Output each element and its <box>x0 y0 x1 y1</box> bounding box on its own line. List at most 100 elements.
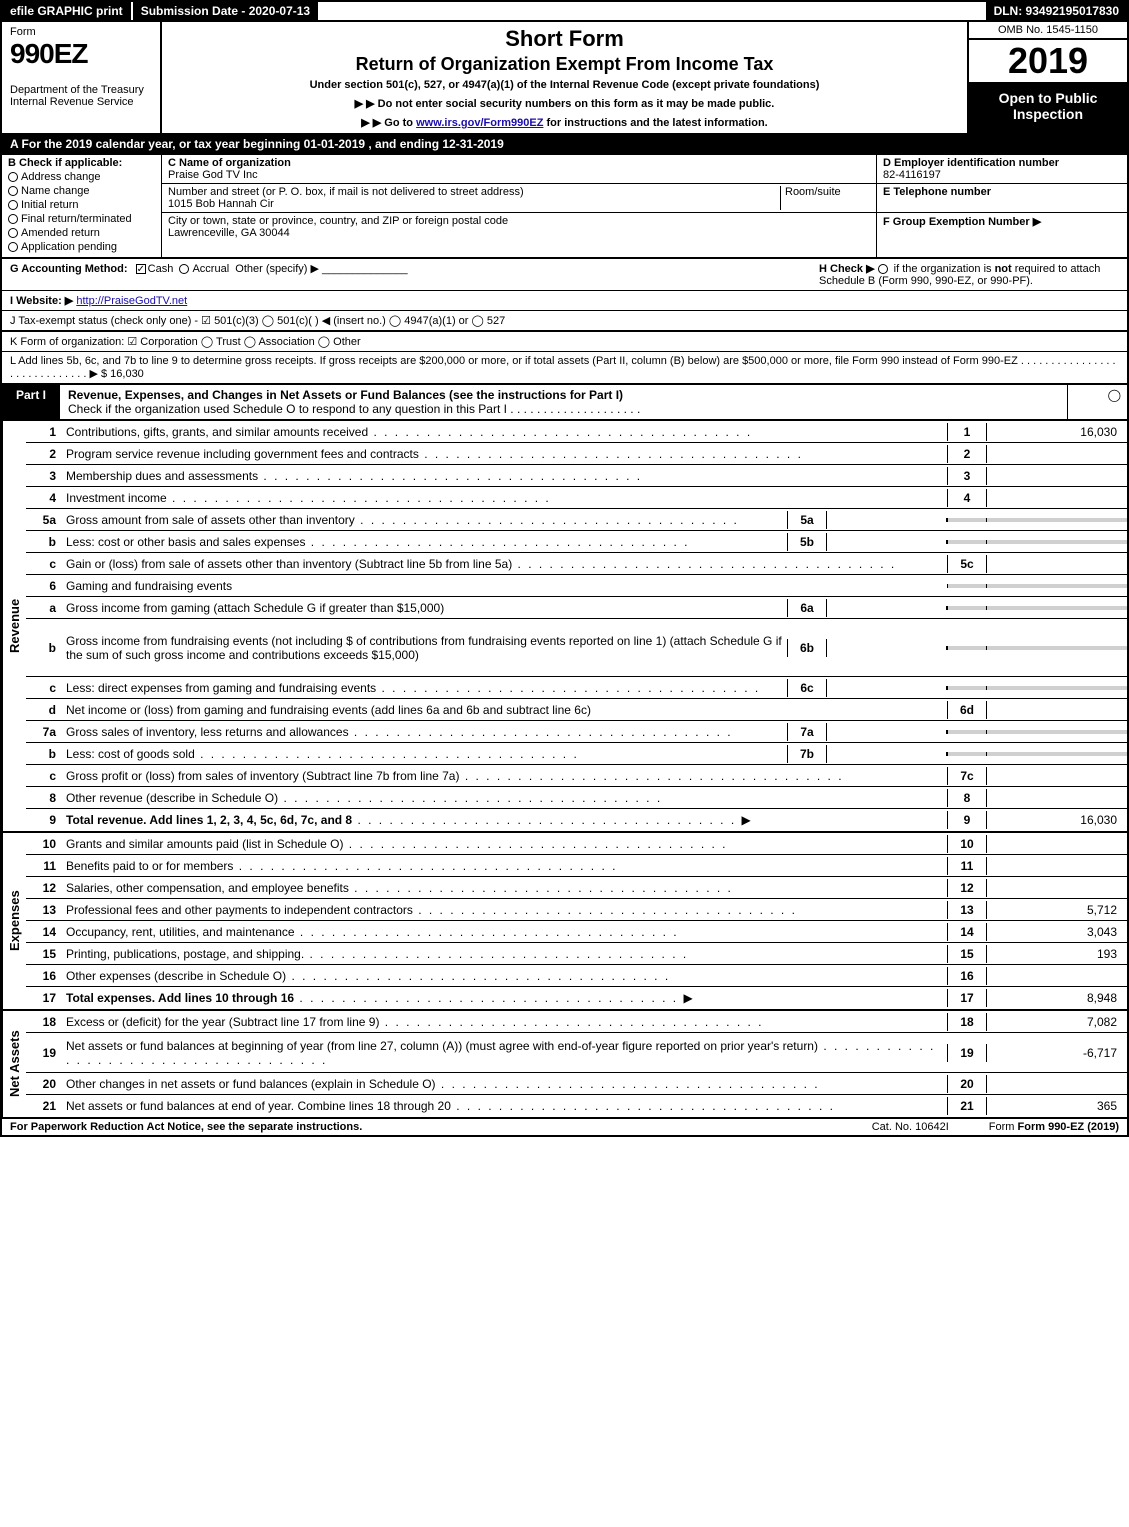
part-I-check-text: Check if the organization used Schedule … <box>68 402 640 416</box>
amt-13: 5,712 <box>987 901 1127 919</box>
header-center: Short Form Return of Organization Exempt… <box>162 22 967 133</box>
chk-address-change[interactable]: Address change <box>8 171 155 183</box>
section-KL: K Form of organization: ☑ Corporation ◯ … <box>0 332 1129 385</box>
efile-print[interactable]: efile GRAPHIC print <box>2 2 131 20</box>
chk-cash[interactable] <box>136 264 146 274</box>
line-5a: 5aGross amount from sale of assets other… <box>26 509 1127 531</box>
header-left: Form 990EZ Department of the Treasury In… <box>2 22 162 133</box>
B-label: B Check if applicable: <box>8 157 155 169</box>
line-7a: 7aGross sales of inventory, less returns… <box>26 721 1127 743</box>
line-6d: dNet income or (loss) from gaming and fu… <box>26 699 1127 721</box>
form-id-footer: Form Form 990-EZ (2019) <box>989 1121 1119 1133</box>
amt-18: 7,082 <box>987 1013 1127 1031</box>
revenue-section: Revenue 1Contributions, gifts, grants, a… <box>0 421 1129 833</box>
line-21: 21Net assets or fund balances at end of … <box>26 1095 1127 1117</box>
chk-final-return[interactable]: Final return/terminated <box>8 213 155 225</box>
form-title: Short Form <box>170 26 959 52</box>
line-6b: bGross income from fundraising events (n… <box>26 619 1127 677</box>
pra-notice: For Paperwork Reduction Act Notice, see … <box>10 1121 832 1133</box>
line-19: 19Net assets or fund balances at beginni… <box>26 1033 1127 1073</box>
chk-name-change[interactable]: Name change <box>8 185 155 197</box>
net-assets-label: Net Assets <box>2 1011 26 1117</box>
org-address: 1015 Bob Hannah Cir <box>168 198 780 210</box>
goto-instructions: ▶ Go to www.irs.gov/Form990EZ for instru… <box>170 116 959 129</box>
J-tax-exempt: J Tax-exempt status (check only one) - ☑… <box>10 314 505 327</box>
part-I-title: Revenue, Expenses, and Changes in Net As… <box>60 385 1067 419</box>
tax-year: 2019 <box>969 40 1127 84</box>
chk-application-pending[interactable]: Application pending <box>8 241 155 253</box>
line-11: 11Benefits paid to or for members11 <box>26 855 1127 877</box>
amt-9: 16,030 <box>987 811 1127 829</box>
line-6: 6Gaming and fundraising events <box>26 575 1127 597</box>
website-link[interactable]: http://PraiseGodTV.net <box>76 295 187 307</box>
C-name-label: C Name of organization <box>168 157 870 169</box>
cat-no: Cat. No. 10642I <box>872 1121 949 1133</box>
E-label: E Telephone number <box>883 186 1121 198</box>
ein: 82-4116197 <box>883 169 1121 181</box>
dept-treasury: Department of the Treasury <box>10 84 152 96</box>
under-section: Under section 501(c), 527, or 4947(a)(1)… <box>170 79 959 91</box>
section-B: B Check if applicable: Address change Na… <box>2 155 162 257</box>
line-20: 20Other changes in net assets or fund ba… <box>26 1073 1127 1095</box>
amt-1: 16,030 <box>987 423 1127 441</box>
line-2: 2Program service revenue including gover… <box>26 443 1127 465</box>
top-bar: efile GRAPHIC print Submission Date - 20… <box>0 0 1129 22</box>
expenses-label: Expenses <box>2 833 26 1009</box>
F-label: F Group Exemption Number ▶ <box>883 215 1121 228</box>
line-14: 14Occupancy, rent, utilities, and mainte… <box>26 921 1127 943</box>
line-1: 1Contributions, gifts, grants, and simil… <box>26 421 1127 443</box>
G-accounting: G Accounting Method: Cash Accrual Other … <box>10 262 408 287</box>
line-13: 13Professional fees and other payments t… <box>26 899 1127 921</box>
room-suite-label: Room/suite <box>780 186 870 210</box>
chk-H[interactable] <box>878 264 888 274</box>
revenue-label: Revenue <box>2 421 26 831</box>
expenses-section: Expenses 10Grants and similar amounts pa… <box>0 833 1129 1011</box>
omb-number: OMB No. 1545-1150 <box>969 22 1127 40</box>
chk-initial-return[interactable]: Initial return <box>8 199 155 211</box>
page-footer: For Paperwork Reduction Act Notice, see … <box>0 1119 1129 1137</box>
line-8: 8Other revenue (describe in Schedule O)8 <box>26 787 1127 809</box>
part-I-header: Part I Revenue, Expenses, and Changes in… <box>0 385 1129 421</box>
C-addr-label: Number and street (or P. O. box, if mail… <box>168 186 780 198</box>
line-7c: cGross profit or (loss) from sales of in… <box>26 765 1127 787</box>
line-17: 17Total expenses. Add lines 10 through 1… <box>26 987 1127 1009</box>
line-3: 3Membership dues and assessments3 <box>26 465 1127 487</box>
C-city-label: City or town, state or province, country… <box>168 215 870 227</box>
amt-19: -6,717 <box>987 1044 1127 1062</box>
line-12: 12Salaries, other compensation, and empl… <box>26 877 1127 899</box>
amt-14: 3,043 <box>987 923 1127 941</box>
I-website: I Website: ▶ http://PraiseGodTV.net <box>10 294 187 307</box>
section-DEF: D Employer identification number 82-4116… <box>877 155 1127 257</box>
L-gross-receipts: L Add lines 5b, 6c, and 7b to line 9 to … <box>2 352 1127 383</box>
dln: DLN: 93492195017830 <box>986 2 1127 20</box>
line-5b: bLess: cost or other basis and sales exp… <box>26 531 1127 553</box>
irs-label: Internal Revenue Service <box>10 96 152 108</box>
submission-date: Submission Date - 2020-07-13 <box>131 2 318 20</box>
chk-amended-return[interactable]: Amended return <box>8 227 155 239</box>
amt-15: 193 <box>987 945 1127 963</box>
info-grid: B Check if applicable: Address change Na… <box>0 155 1129 259</box>
line-6c: cLess: direct expenses from gaming and f… <box>26 677 1127 699</box>
chk-accrual[interactable] <box>179 264 189 274</box>
header-right: OMB No. 1545-1150 2019 Open to Public In… <box>967 22 1127 133</box>
H-schedule-b: H Check ▶ if the organization is not req… <box>819 262 1119 287</box>
topbar-spacer <box>318 2 985 20</box>
amt-17: 8,948 <box>987 989 1127 1007</box>
ssn-warning: ▶ Do not enter social security numbers o… <box>170 97 959 110</box>
irs-link[interactable]: www.irs.gov/Form990EZ <box>416 117 543 129</box>
line-15: 15Printing, publications, postage, and s… <box>26 943 1127 965</box>
part-I-label: Part I <box>2 385 60 419</box>
line-7b: bLess: cost of goods sold7b <box>26 743 1127 765</box>
tax-year-bar: A For the 2019 calendar year, or tax yea… <box>0 135 1129 155</box>
line-5c: cGain or (loss) from sale of assets othe… <box>26 553 1127 575</box>
part-I-checkbox[interactable]: ◯ <box>1067 385 1127 419</box>
section-C: C Name of organization Praise God TV Inc… <box>162 155 877 257</box>
section-GHIJ: G Accounting Method: Cash Accrual Other … <box>0 259 1129 332</box>
line-16: 16Other expenses (describe in Schedule O… <box>26 965 1127 987</box>
form-number: 990EZ <box>10 38 152 70</box>
line-18: 18Excess or (deficit) for the year (Subt… <box>26 1011 1127 1033</box>
line-6a: aGross income from gaming (attach Schedu… <box>26 597 1127 619</box>
org-name: Praise God TV Inc <box>168 169 870 181</box>
open-to-public: Open to Public Inspection <box>969 84 1127 133</box>
org-city: Lawrenceville, GA 30044 <box>168 227 870 239</box>
